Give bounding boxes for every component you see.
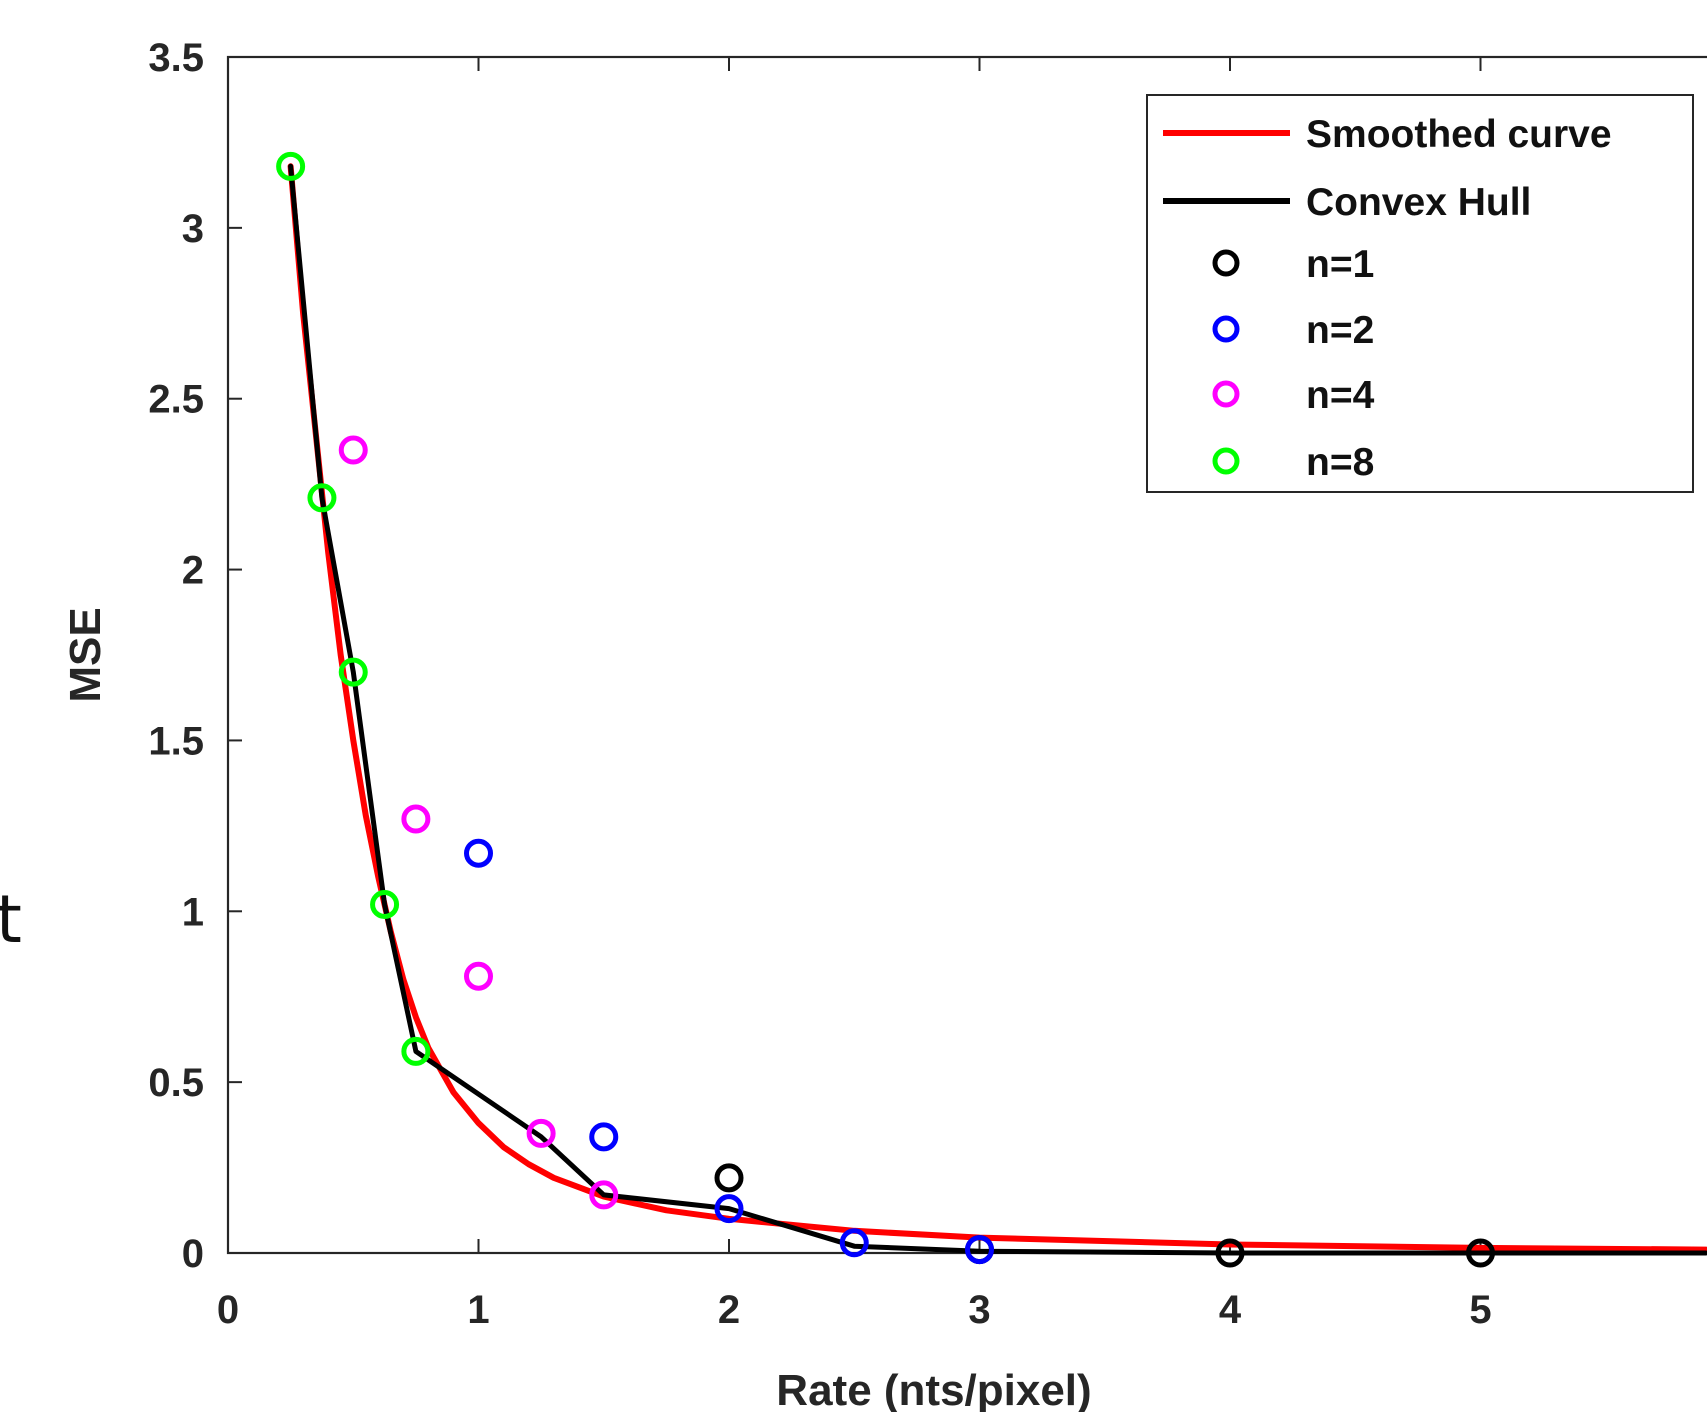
series-5-point-1 xyxy=(307,483,337,513)
y-tick-label: 2 xyxy=(182,549,204,593)
series-5-point-2 xyxy=(338,657,368,687)
legend-label-0: Smoothed curve xyxy=(1306,113,1612,156)
series-3-point-1 xyxy=(589,1122,619,1152)
x-tick-label: 2 xyxy=(718,1288,740,1332)
x-axis-title: Rate (nts/pixel) xyxy=(776,1366,1091,1412)
legend-marker-swatch-3 xyxy=(1212,315,1240,343)
series-3-point-4 xyxy=(965,1235,994,1265)
series-3-point-2 xyxy=(714,1194,744,1224)
series-line-1 xyxy=(288,163,1707,1256)
legend-box xyxy=(1146,94,1694,493)
y-tick-label: 1 xyxy=(182,890,204,934)
series-4-point-2 xyxy=(464,961,493,991)
y-tick-label: 1.5 xyxy=(148,719,204,763)
series-5-point-4 xyxy=(401,1036,431,1066)
y-tick-label: 3 xyxy=(182,207,204,251)
x-tick-label: 4 xyxy=(1219,1288,1242,1332)
legend-marker-swatch-5 xyxy=(1212,447,1240,475)
y-tick-label: 3.5 xyxy=(148,36,204,80)
series-4-point-3 xyxy=(526,1118,556,1148)
legend-marker-swatch-2 xyxy=(1212,249,1240,277)
x-tick-label: 5 xyxy=(1469,1288,1491,1332)
legend-label-1: Convex Hull xyxy=(1306,181,1531,224)
legend: Smoothed curve Convex Hull n=1 n=2 n=4 n=8 xyxy=(1146,94,1694,493)
x-tick-label: 0 xyxy=(217,1288,239,1332)
plot-area xyxy=(276,151,1707,1268)
y-axis-title: MSE xyxy=(61,607,110,702)
series-2-point-2 xyxy=(1215,1238,1245,1268)
legend-label-3: n=2 xyxy=(1306,309,1374,352)
legend-marker-swatch-4 xyxy=(1212,380,1240,408)
series-4-point-4 xyxy=(589,1180,619,1210)
series-4-point-1 xyxy=(401,804,431,834)
y-tick-label: 0.5 xyxy=(148,1061,204,1105)
legend-label-2: n=1 xyxy=(1306,243,1374,286)
y-tick-label: 0 xyxy=(182,1232,204,1276)
series-2-point-3 xyxy=(1466,1238,1495,1268)
legend-label-5: n=8 xyxy=(1306,441,1374,484)
series-2-point-0 xyxy=(714,1163,744,1193)
x-tick-label: 1 xyxy=(467,1288,489,1332)
y-tick-label: 2.5 xyxy=(148,378,204,422)
x-tick-label: 3 xyxy=(968,1288,990,1332)
series-3-point-3 xyxy=(839,1228,869,1258)
series-3-point-0 xyxy=(464,838,493,868)
series-5-point-0 xyxy=(276,151,306,181)
stray-text: t xyxy=(0,881,22,958)
legend-label-4: n=4 xyxy=(1306,374,1375,417)
series-5-point-3 xyxy=(370,889,400,919)
series-4-point-0 xyxy=(338,435,368,465)
